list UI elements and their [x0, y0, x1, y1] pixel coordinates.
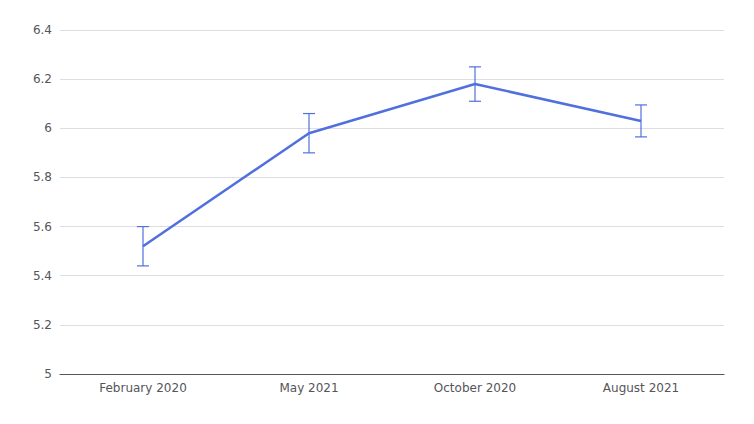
svg-text:5.2: 5.2 — [33, 318, 52, 332]
svg-text:5.8: 5.8 — [33, 170, 52, 184]
svg-text:May 2021: May 2021 — [279, 381, 338, 395]
svg-text:6: 6 — [44, 121, 52, 135]
svg-text:February 2020: February 2020 — [99, 381, 187, 395]
svg-text:October 2020: October 2020 — [434, 381, 516, 395]
svg-text:6.4: 6.4 — [33, 23, 52, 37]
svg-text:6.2: 6.2 — [33, 72, 52, 86]
svg-text:5: 5 — [44, 367, 52, 381]
svg-text:August 2021: August 2021 — [603, 381, 679, 395]
svg-text:5.4: 5.4 — [33, 269, 52, 283]
svg-text:5.6: 5.6 — [33, 220, 52, 234]
